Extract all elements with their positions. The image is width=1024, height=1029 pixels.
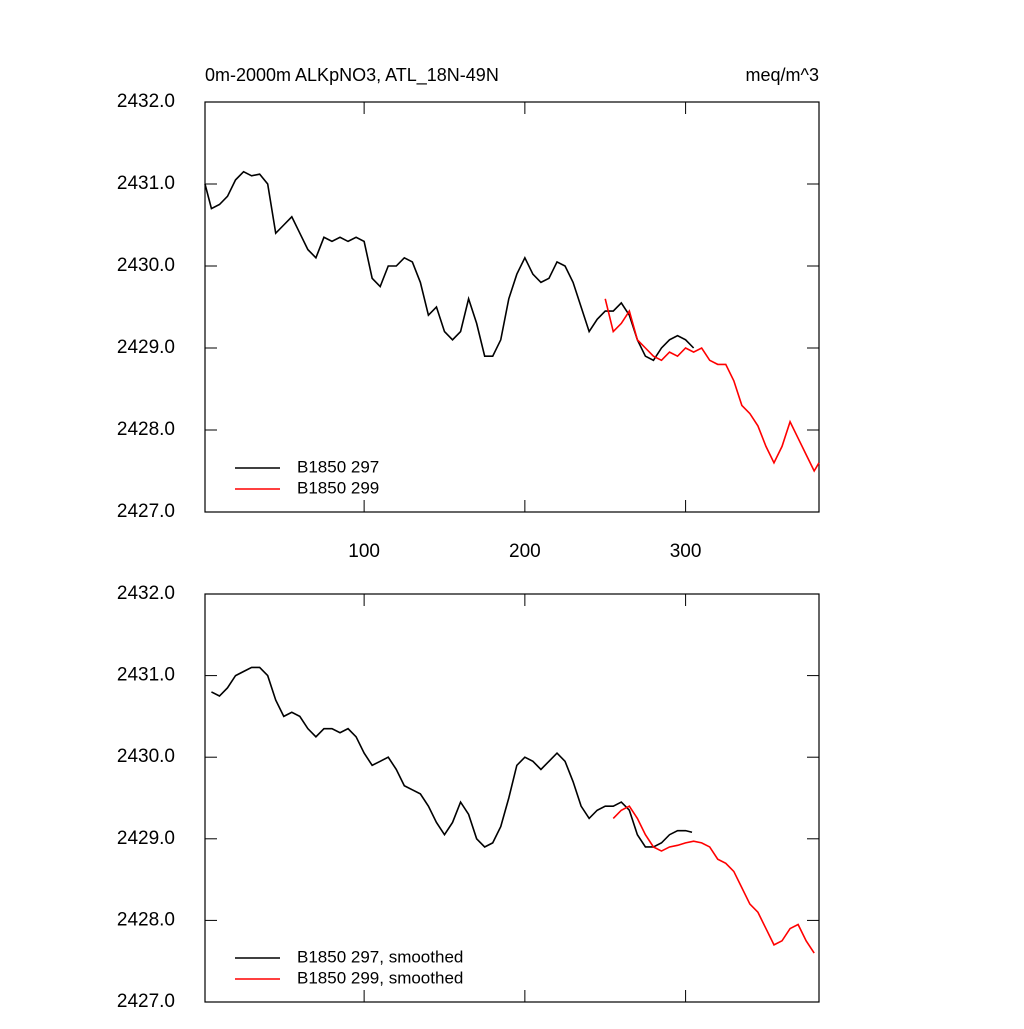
x-tick-label: 300 [670,541,702,562]
data-line [204,170,695,362]
y-tick-label: 2427.0 [117,991,175,1012]
data-line [211,666,693,848]
plot-frame [204,101,820,513]
y-tick-label: 2430.0 [117,255,175,276]
y-tick-label: 2429.0 [117,337,175,358]
y-tick-label: 2431.0 [117,665,175,686]
units-label: meq/m^3 [746,65,819,85]
x-tick-label: 200 [509,541,541,562]
legend-label: B1850 299 [297,478,379,497]
legend-label: B1850 297, smoothed [297,947,463,966]
chart-title: 0m-2000m ALKpNO3, ATL_18N-49N [205,65,499,86]
y-tick-label: 2432.0 [117,583,175,604]
y-tick-label: 2430.0 [117,746,175,767]
y-tick-label: 2429.0 [117,828,175,849]
x-tick-label: 100 [348,541,380,562]
y-tick-label: 2432.0 [117,91,175,112]
legend-label: B1850 297 [297,457,379,476]
y-tick-label: 2428.0 [117,419,175,440]
legend-label: B1850 299, smoothed [297,968,463,987]
plot-frame [204,593,820,1003]
y-tick-label: 2427.0 [117,501,175,522]
data-line [612,805,815,954]
data-line [604,298,820,473]
y-tick-label: 2428.0 [117,909,175,930]
y-tick-label: 2431.0 [117,173,175,194]
